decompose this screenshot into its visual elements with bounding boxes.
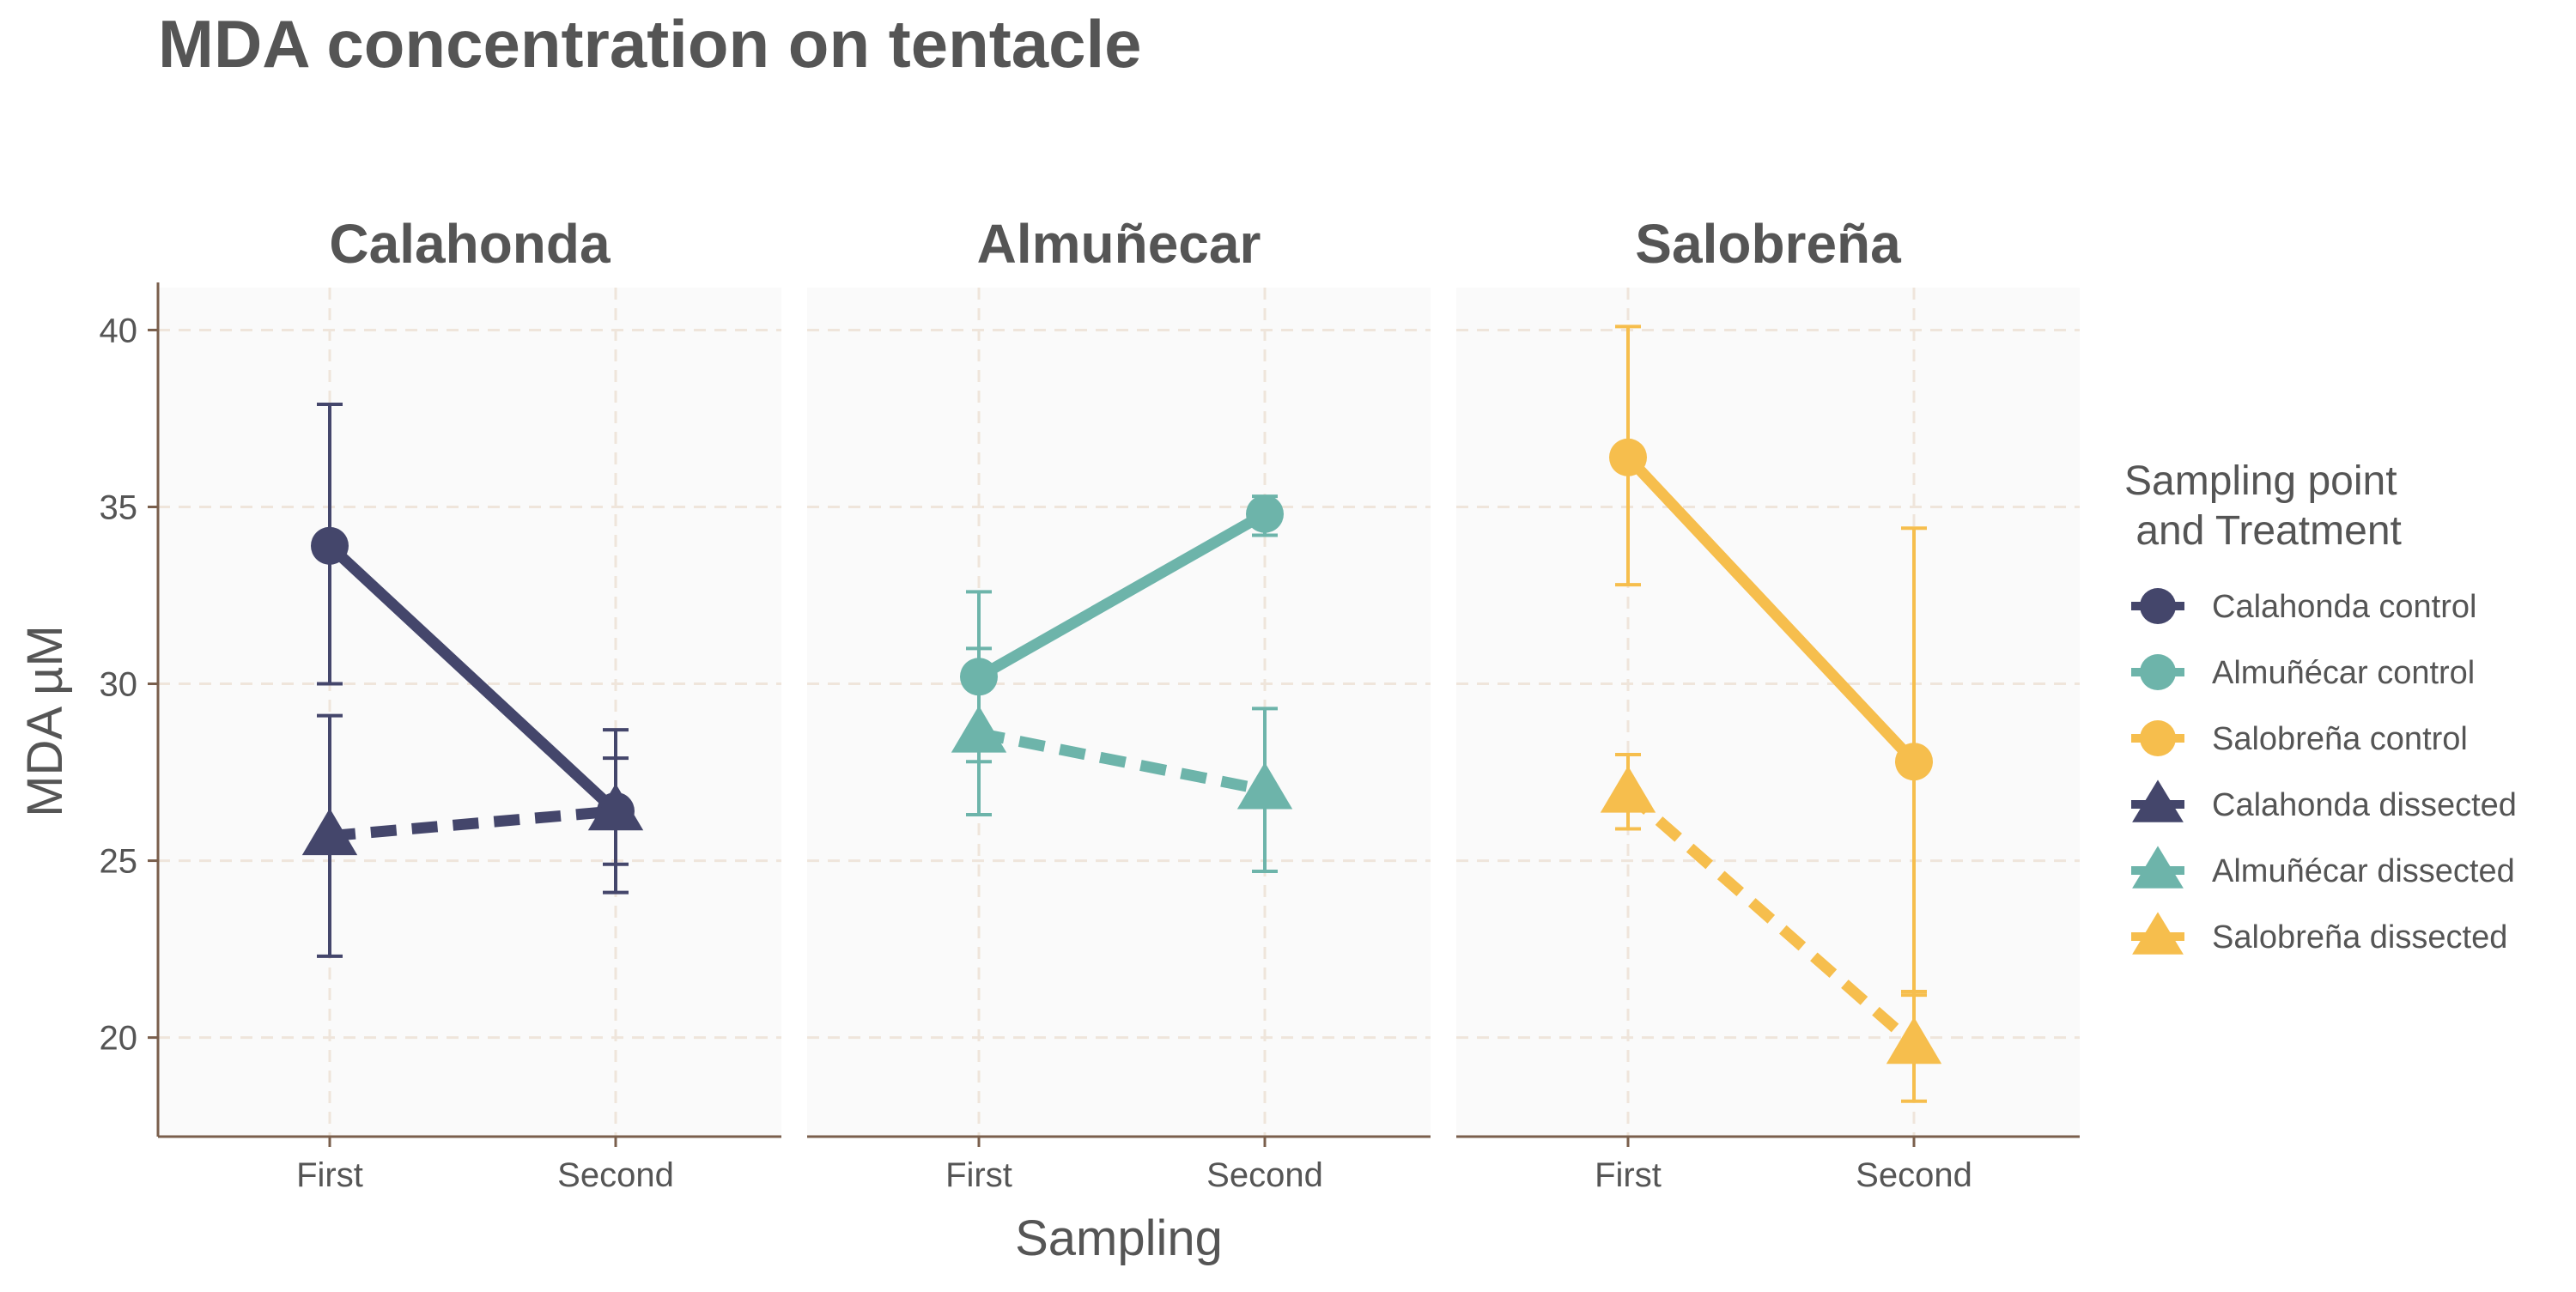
data-point-triangle <box>1886 1016 1942 1065</box>
series-line <box>325 542 620 816</box>
legend-key-triangle <box>2132 912 2184 955</box>
legend-label: Calahonda dissected <box>2212 787 2517 823</box>
series-dissected <box>1600 752 1942 1103</box>
legend-key-triangle <box>2132 846 2184 889</box>
legend-label: Calahonda control <box>2212 589 2476 625</box>
legend-title: Sampling point and Treatment <box>2124 458 2402 554</box>
series-line <box>1624 453 1918 766</box>
panel-background <box>1456 288 2080 1137</box>
legend-key-circle <box>2140 654 2176 690</box>
y-tick-label: 25 <box>100 843 138 881</box>
legend-item: Almuñécar dissected <box>2131 846 2515 889</box>
series-dissected <box>301 713 644 958</box>
legend-item: Salobreña dissected <box>2131 912 2507 955</box>
y-axis-title: MDA µM <box>17 625 73 817</box>
chart-title: MDA concentration on tentacle <box>158 6 1142 82</box>
legend-label: Almuñécar control <box>2212 655 2475 691</box>
facet-title: Calahonda <box>329 213 611 275</box>
data-point-triangle <box>951 706 1007 753</box>
data-point-circle <box>1609 438 1647 476</box>
data-point-triangle <box>1600 766 1656 813</box>
series-line <box>1624 789 1918 1049</box>
x-axis-title: Sampling <box>1015 1210 1223 1266</box>
facet-title: Almuñecar <box>977 213 1261 275</box>
legend-key-circle <box>2140 720 2176 756</box>
panel-background <box>158 288 781 1137</box>
legend-key-circle <box>2140 588 2176 624</box>
legend-item: Almuñécar control <box>2131 654 2475 691</box>
series-dissected <box>951 646 1293 873</box>
x-tick-label: First <box>1595 1156 1662 1194</box>
data-point-triangle <box>1236 761 1293 810</box>
facet-title: Salobreña <box>1635 213 1901 275</box>
legend-label: Salobreña control <box>2212 721 2468 757</box>
legend-key-triangle <box>2132 779 2184 822</box>
x-tick-label: First <box>945 1156 1012 1194</box>
legend-item: Calahonda control <box>2131 588 2476 625</box>
series-line <box>975 509 1268 682</box>
x-tick-label: First <box>296 1156 363 1194</box>
x-tick-label: Second <box>1206 1156 1323 1194</box>
panel-background <box>807 288 1431 1137</box>
y-tick-label: 30 <box>100 666 138 704</box>
legend-label: Salobreña dissected <box>2212 919 2507 955</box>
facet-panel-3: Salobreña First Second <box>1456 213 2080 1194</box>
data-point-circle <box>1246 494 1284 533</box>
legend-item: Calahonda dissected <box>2131 779 2517 823</box>
x-tick-label: Second <box>1856 1156 1972 1194</box>
legend: Sampling point and Treatment Calahonda co… <box>2124 458 2517 955</box>
facet-panel-1: Calahonda First Second <box>158 213 781 1194</box>
x-tick-label: Second <box>557 1156 674 1194</box>
legend-label: Almuñécar dissected <box>2212 853 2515 889</box>
data-point-triangle <box>587 783 644 831</box>
series-line <box>329 805 617 842</box>
facet-panel-2: Almuñecar First Second <box>807 213 1431 1194</box>
legend-item: Salobreña control <box>2131 720 2468 757</box>
data-point-circle <box>1895 743 1933 781</box>
series-control <box>1609 325 1933 998</box>
series-line <box>977 727 1267 796</box>
y-tick-label: 40 <box>100 312 138 349</box>
y-tick-label: 35 <box>100 488 138 526</box>
data-point-circle <box>311 526 349 565</box>
y-tick-label: 20 <box>100 1020 138 1058</box>
data-point-triangle <box>301 808 358 856</box>
